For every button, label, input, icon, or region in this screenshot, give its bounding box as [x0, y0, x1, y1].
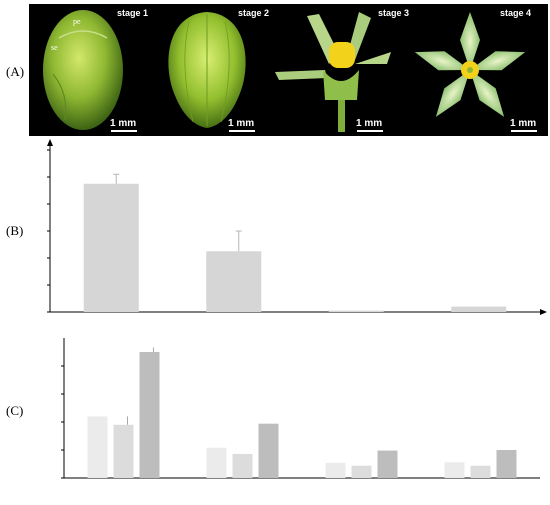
scale-label-2: 1 mm — [228, 118, 254, 129]
bar-stage1-series1 — [87, 416, 108, 478]
bar-stage3-series1 — [325, 462, 346, 478]
stage-label-2: stage 2 — [238, 8, 269, 18]
scale-label-3: 1 mm — [356, 118, 382, 129]
photo-stage-4: stage 4 1 mm — [414, 8, 537, 132]
bar-stage3-series2 — [351, 465, 372, 478]
bud-stage-1 — [43, 10, 123, 130]
anther-cone — [329, 42, 355, 68]
bar-2 — [206, 251, 262, 312]
bar-4 — [451, 306, 507, 312]
stage-label-1: stage 1 — [117, 8, 148, 18]
bar-stage2-series3 — [258, 423, 279, 478]
photo-strip: pe se stage 1 1 mm stage 2 1 mm stage 3 — [43, 8, 537, 132]
bar-3 — [328, 310, 384, 312]
bar-stage4-series2 — [470, 465, 491, 478]
bar-stage2-series1 — [206, 447, 227, 478]
stage-label-4: stage 4 — [500, 8, 531, 18]
panel-label-a: (A) — [6, 64, 25, 79]
y-axis-arrow — [47, 139, 53, 146]
photo-stage-1: pe se stage 1 1 mm — [43, 8, 148, 132]
photo-stage-2: stage 2 1 mm — [168, 8, 269, 132]
bar-stage3-series3 — [377, 450, 398, 478]
open-flower — [414, 12, 526, 117]
chlorophyll-chart — [61, 338, 540, 479]
bar-1 — [83, 183, 139, 312]
expression-chart — [47, 139, 547, 315]
calyx-stage-3 — [323, 70, 359, 100]
pedicel — [338, 100, 345, 132]
panel-label-c: (C) — [6, 403, 24, 418]
bar-stage2-series2 — [232, 453, 253, 478]
label-pe: pe — [73, 17, 81, 26]
flower-stage-photos: pe se stage 1 1 mm stage 2 1 mm stage 3 — [29, 4, 548, 136]
bar-stage4-series1 — [444, 462, 465, 478]
panel-label-b: (B) — [6, 223, 24, 238]
bar-stage1-series2 — [113, 424, 134, 478]
x-axis-arrow — [540, 309, 547, 315]
label-se: se — [51, 43, 58, 52]
stage-label-3: stage 3 — [378, 8, 409, 18]
bar-stage4-series3 — [496, 450, 517, 478]
scale-label-4: 1 mm — [510, 118, 536, 129]
photo-stage-3: stage 3 1 mm — [275, 8, 409, 132]
bar-stage1-series3 — [139, 352, 160, 478]
scale-label-1: 1 mm — [110, 118, 136, 129]
